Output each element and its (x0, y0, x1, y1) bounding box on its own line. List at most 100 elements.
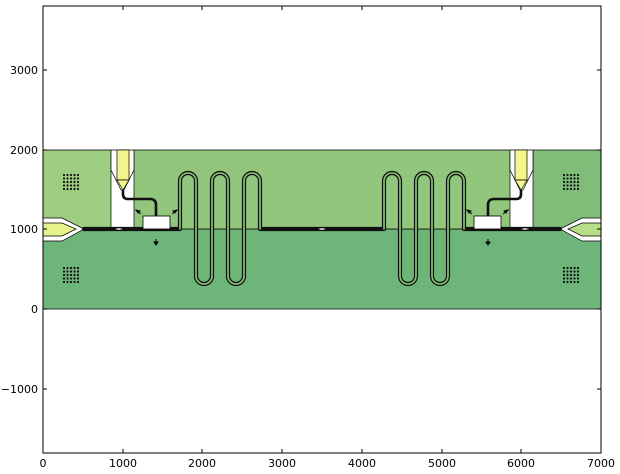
dot (562, 266, 566, 270)
dot-arrays (62, 173, 580, 284)
dot (73, 184, 76, 187)
dot (66, 270, 69, 273)
dot (69, 273, 73, 277)
dot (76, 187, 80, 191)
dot (576, 184, 580, 187)
upper-left-region (42, 149, 112, 230)
dot (76, 173, 80, 177)
dot (576, 277, 580, 280)
x-tick-label-7000: 7000 (587, 457, 615, 470)
arrow-right-upright-head (503, 209, 510, 214)
dot (566, 273, 569, 277)
dot (562, 184, 566, 187)
dot (73, 187, 76, 191)
dot (566, 266, 569, 270)
dot (573, 180, 576, 184)
dot (76, 280, 80, 284)
left-feed-line (121, 190, 158, 216)
x-tick-label-0: 0 (40, 457, 47, 470)
left-inlet-reservoir (116, 149, 130, 181)
dot (73, 280, 76, 284)
junction-arrows (134, 209, 510, 246)
dot (576, 266, 580, 270)
dot (566, 280, 569, 284)
lower-body-region (42, 228, 602, 310)
x-tick-label-1000: 1000 (109, 457, 137, 470)
dot (76, 277, 80, 280)
upper-middle-region (133, 149, 511, 230)
dot (566, 187, 569, 191)
dot-array-top-left (62, 173, 80, 191)
dot (66, 180, 69, 184)
dot (573, 280, 576, 284)
channel-marker-center (315, 227, 329, 231)
dot (66, 277, 69, 280)
channel-marker-left (112, 227, 126, 231)
x-tick-label-4000: 4000 (348, 457, 376, 470)
dot (69, 280, 73, 284)
dot (62, 277, 66, 280)
dot (576, 187, 580, 191)
right-feed-line (486, 190, 523, 216)
x-tick-label-3000: 3000 (268, 457, 296, 470)
dot (73, 277, 76, 280)
dot (62, 273, 66, 277)
dot (69, 277, 73, 280)
dot (573, 277, 576, 280)
dot (62, 270, 66, 273)
dot-array-bottom-right (562, 266, 580, 284)
dot (76, 270, 80, 273)
dot (562, 180, 566, 184)
dot (576, 180, 580, 184)
dot (66, 177, 69, 180)
dot (569, 187, 573, 191)
dot (69, 266, 73, 270)
dot (562, 187, 566, 191)
dot (562, 173, 566, 177)
dot (573, 266, 576, 270)
dot (573, 270, 576, 273)
dot (76, 273, 80, 277)
dot (62, 187, 66, 191)
dot (566, 277, 569, 280)
dot (73, 270, 76, 273)
serpentine-channel-fill (179, 172, 465, 285)
dot (66, 273, 69, 277)
dot (62, 184, 66, 187)
tick-marks (42, 6, 602, 453)
dot (62, 173, 66, 177)
dot (73, 177, 76, 180)
dot (66, 266, 69, 270)
dot (66, 184, 69, 187)
dot (66, 280, 69, 284)
x-tick-label-6000: 6000 (507, 457, 535, 470)
dot (73, 180, 76, 184)
dot (73, 266, 76, 270)
dot-array-top-right (562, 173, 580, 191)
channel-marker-right (518, 227, 532, 231)
y-tick-label-2000: 2000 (10, 144, 38, 157)
dot (569, 184, 573, 187)
arrow-left-down-head (153, 241, 159, 246)
dot (62, 266, 66, 270)
dot (569, 280, 573, 284)
left-inlet-tip (116, 179, 130, 191)
dot (562, 280, 566, 284)
dot (562, 273, 566, 277)
arrow-right-upleft-head (465, 209, 472, 214)
arrow-left-upleft-head (134, 209, 141, 214)
left-junction-box (142, 215, 171, 230)
dot (76, 266, 80, 270)
dot (576, 273, 580, 277)
dot (62, 180, 66, 184)
x-tick-label-2000: 2000 (188, 457, 216, 470)
dot (562, 277, 566, 280)
y-tick-label-1000: 1000 (10, 223, 38, 236)
dot (73, 273, 76, 277)
dot (569, 277, 573, 280)
dot (569, 270, 573, 273)
arrow-left-upright-head (172, 209, 179, 214)
dot (573, 184, 576, 187)
dot (576, 177, 580, 180)
